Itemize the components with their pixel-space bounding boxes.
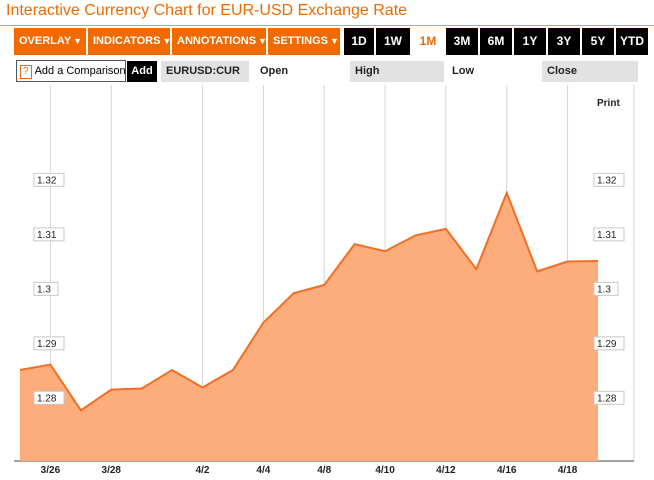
range-1w-button[interactable]: 1W <box>376 28 410 55</box>
price-chart: 1.28 1.28 1.29 1.29 1.3 1.3 1.31 1.31 1.32 1.32 3/… <box>14 85 635 476</box>
range-6m-button[interactable]: 6M <box>480 28 512 55</box>
x-tick-label: 3/26 <box>41 465 61 476</box>
chart-labels: 1.28 1.28 1.29 1.29 1.3 1.3 1.31 1.31 1.32 1.32 3/… <box>33 172 625 476</box>
y-tick-label-left: 1.29 <box>37 339 57 350</box>
symbol-label: EURUSD:CUR <box>161 61 249 82</box>
range-ytd-button[interactable]: YTD <box>616 28 648 55</box>
indicators-menu-button[interactable]: INDICATORS ▼ <box>88 28 172 55</box>
add-comparison-button[interactable]: Add <box>127 61 157 82</box>
title-divider <box>0 25 654 26</box>
chevron-down-icon: ▼ <box>258 36 267 46</box>
range-3m-button[interactable]: 3M <box>446 28 478 55</box>
y-tick-label-right: 1.3 <box>597 284 611 295</box>
add-comparison-input[interactable]: ? Add a Comparison <box>16 60 126 82</box>
indicators-menu-label: INDICATORS <box>93 35 161 47</box>
chart-toolbar: OVERLAY ▼ INDICATORS ▼ ANNOTATIONS ▼ SETTIN… <box>14 28 648 55</box>
y-tick-label-right-box <box>593 227 625 242</box>
y-tick-label-right-box <box>593 172 625 187</box>
y-tick-label-left-box <box>33 336 65 351</box>
chart-series <box>19 190 599 461</box>
series-area <box>20 192 598 461</box>
y-tick-label-left-box <box>33 172 65 187</box>
y-tick-label-left-box <box>33 227 65 242</box>
y-tick-label-left-box <box>33 281 59 296</box>
y-tick-label-right: 1.29 <box>597 339 617 350</box>
series-line <box>19 190 599 412</box>
chevron-down-icon: ▼ <box>162 36 172 46</box>
y-tick-label-right: 1.31 <box>597 230 617 241</box>
x-tick-label: 4/10 <box>375 465 395 476</box>
y-tick-label-right-box <box>593 281 619 296</box>
high-label: High <box>350 61 444 82</box>
x-tick-label: 3/28 <box>102 465 122 476</box>
close-label: Close <box>542 61 638 82</box>
overlay-menu-label: OVERLAY <box>19 35 72 47</box>
page-title: Interactive Currency Chart for EUR-USD E… <box>6 2 408 19</box>
overlay-menu-button[interactable]: OVERLAY ▼ <box>14 28 86 55</box>
y-tick-label-right: 1.28 <box>597 393 617 404</box>
low-label: Low <box>452 65 474 77</box>
y-tick-label-left: 1.3 <box>37 284 51 295</box>
y-tick-label-left-box <box>33 390 65 405</box>
x-tick-label: 4/4 <box>256 465 270 476</box>
open-label: Open <box>260 65 289 77</box>
settings-menu-label: SETTINGS <box>273 35 329 47</box>
annotations-menu-label: ANNOTATIONS <box>177 35 257 47</box>
annotations-menu-button[interactable]: ANNOTATIONS ▼ <box>172 28 267 55</box>
x-tick-label: 4/12 <box>436 465 456 476</box>
add-comparison-label: Add a Comparison <box>34 65 126 77</box>
x-tick-label: 4/8 <box>317 465 331 476</box>
y-tick-label-right: 1.32 <box>597 175 617 186</box>
x-tick-label: 4/2 <box>196 465 210 476</box>
settings-menu-button[interactable]: SETTINGS ▼ <box>268 28 340 55</box>
range-1y-button[interactable]: 1Y <box>514 28 546 55</box>
y-tick-label-right-box <box>593 336 625 351</box>
x-tick-label: 4/16 <box>497 465 517 476</box>
range-5y-button[interactable]: 5Y <box>582 28 614 55</box>
y-tick-label-left: 1.28 <box>37 393 57 404</box>
chevron-down-icon: ▼ <box>73 36 83 46</box>
y-tick-label-right-box <box>593 390 625 405</box>
y-tick-label-left: 1.31 <box>37 230 57 241</box>
help-icon[interactable]: ? <box>20 65 32 79</box>
range-1d-button[interactable]: 1D <box>344 28 374 55</box>
x-tick-label: 4/18 <box>558 465 578 476</box>
chevron-down-icon: ▼ <box>330 36 339 46</box>
print-button[interactable]: Print <box>597 98 620 109</box>
quote-bar: ? Add a Comparison Add EURUSD:CUR Open Hi… <box>14 60 640 82</box>
range-1m-button[interactable]: 1M <box>412 28 444 55</box>
range-3y-button[interactable]: 3Y <box>548 28 580 55</box>
y-tick-label-left: 1.32 <box>37 175 57 186</box>
